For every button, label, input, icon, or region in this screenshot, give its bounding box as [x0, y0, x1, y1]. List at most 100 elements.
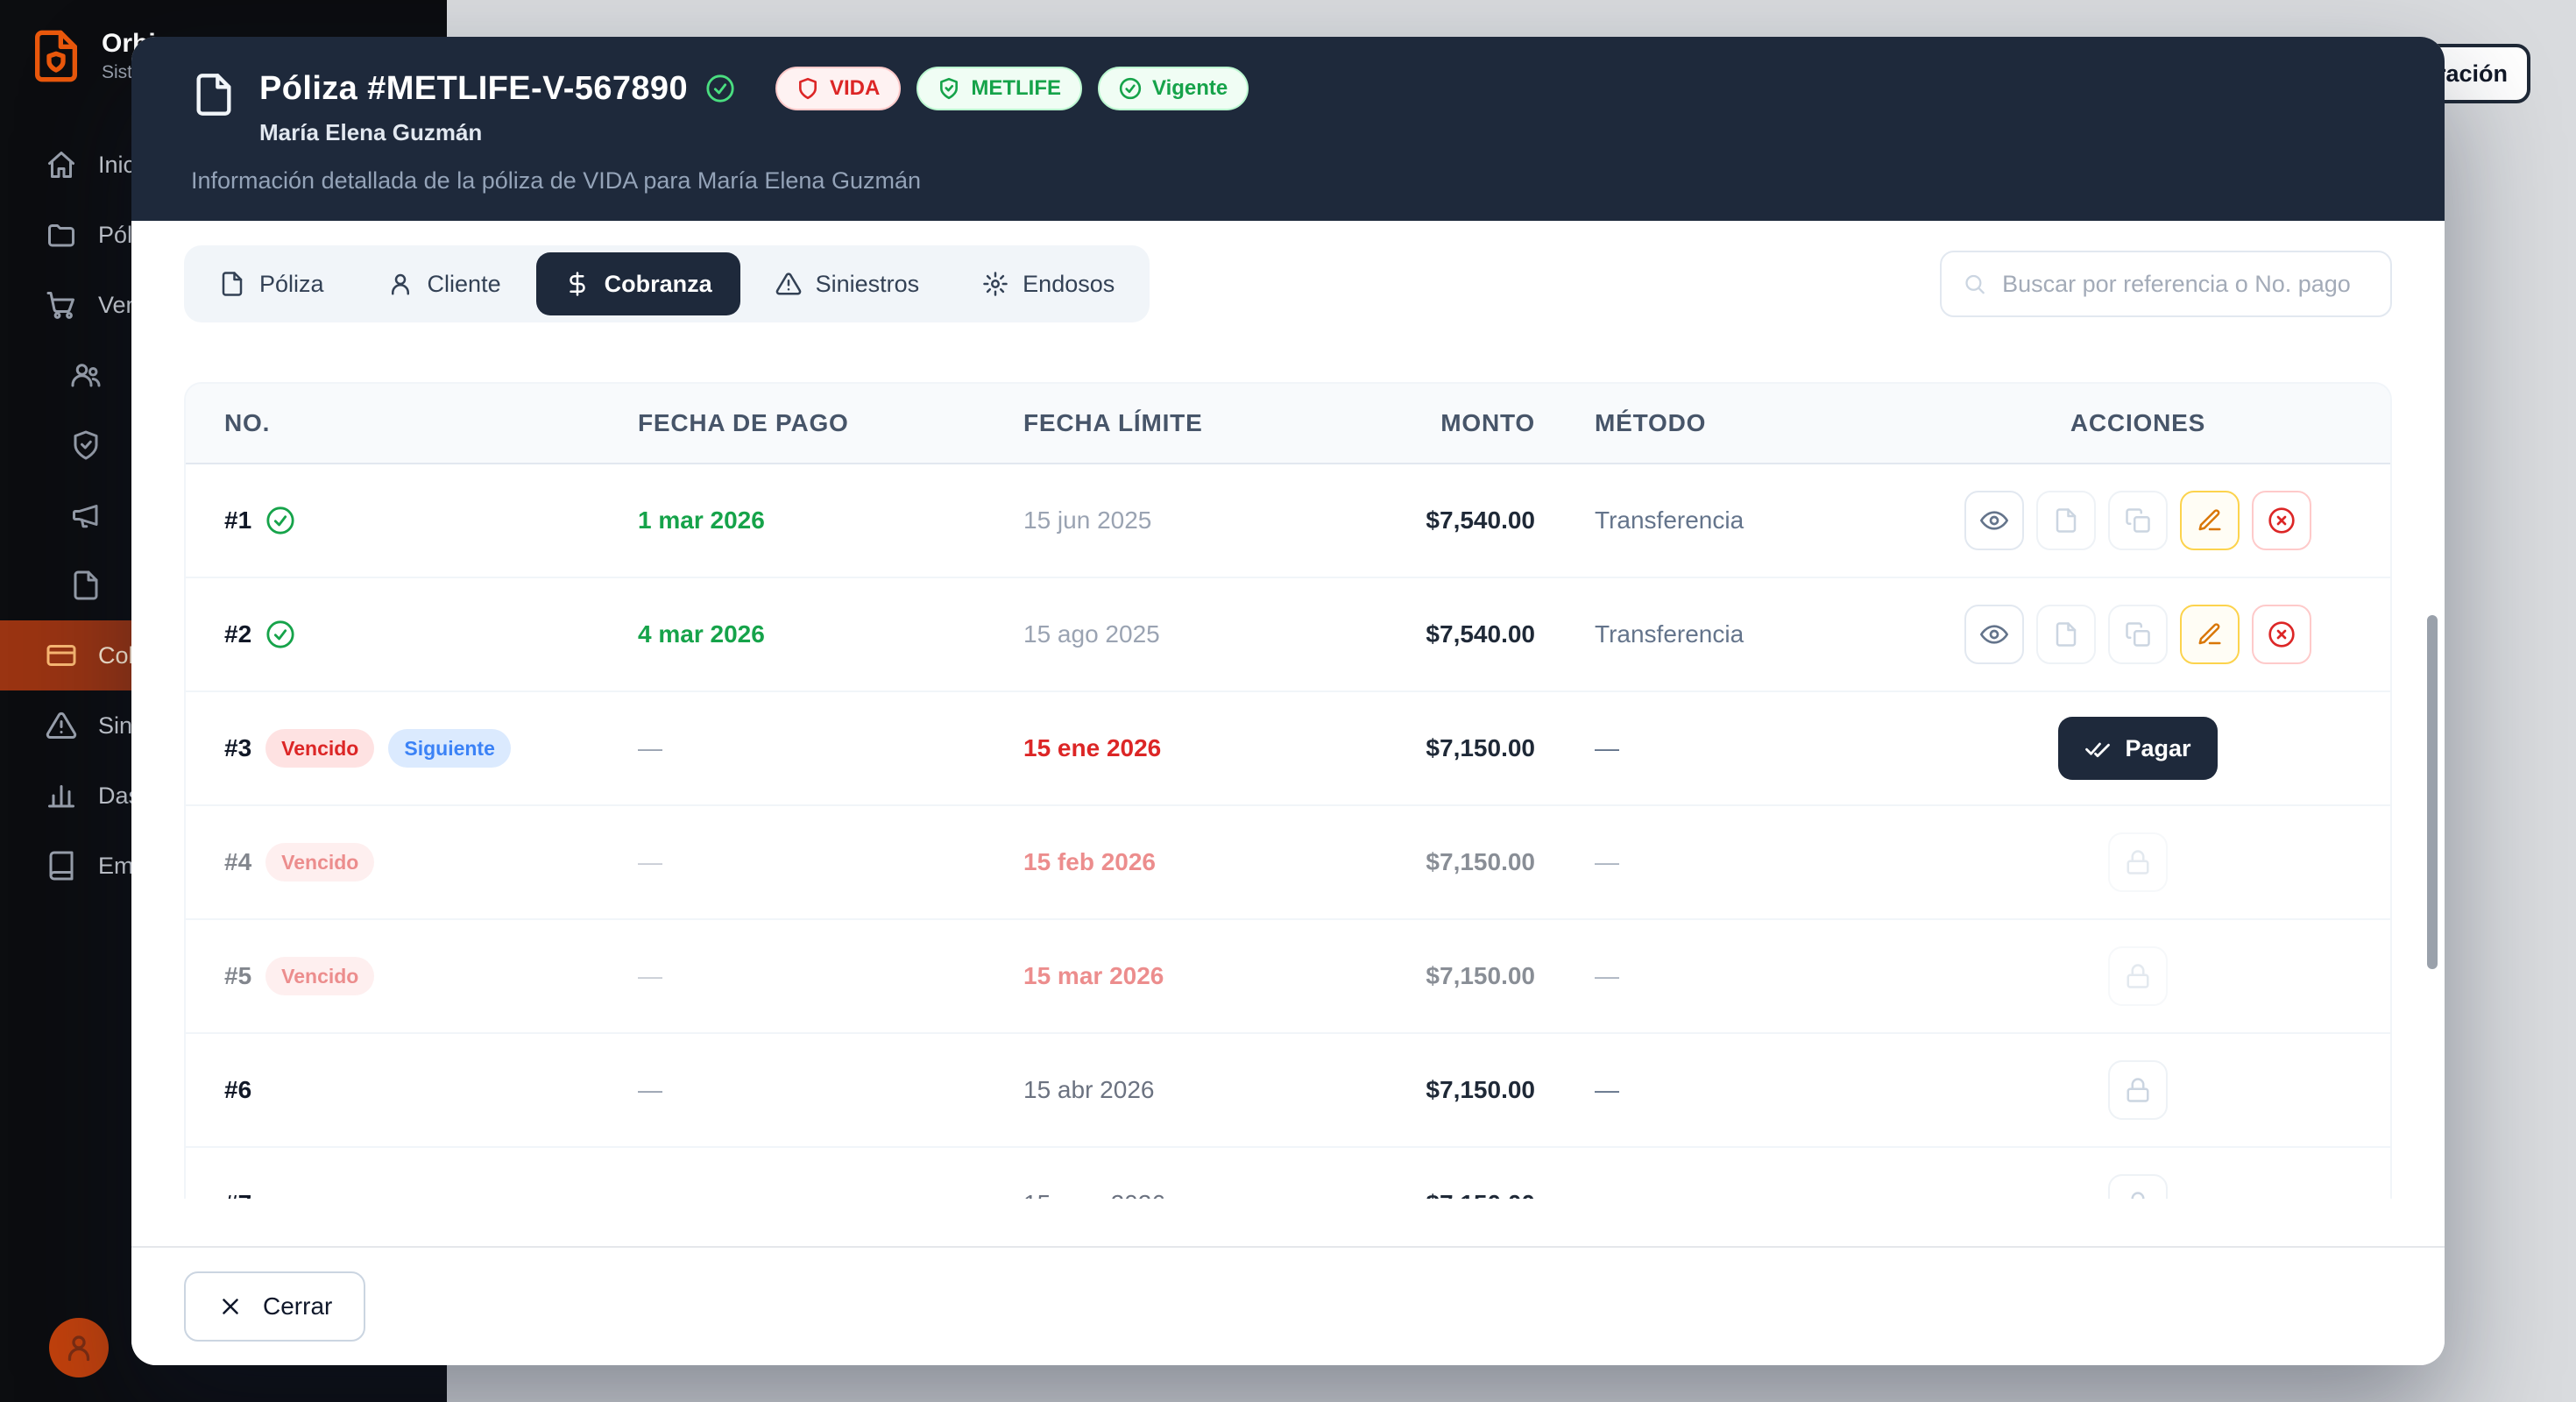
check-check-icon: [2085, 742, 2111, 758]
pagar-button[interactable]: Pagar: [2058, 717, 2218, 780]
tab-cliente[interactable]: Cliente: [359, 252, 529, 315]
payment-search[interactable]: [1940, 251, 2392, 317]
tab-cobranza[interactable]: Cobranza: [535, 252, 740, 315]
alert-triangle-icon: [775, 273, 801, 295]
vencido-badge: Vencido: [265, 843, 375, 882]
tab-poliza[interactable]: Póliza: [191, 252, 352, 315]
col-fecha-limite: FECHA LÍMITE: [1023, 409, 1203, 436]
fecha-pago: —: [638, 1076, 662, 1103]
payment-row: #7 — 15 may 2026 $7,150.00 —: [186, 1148, 2390, 1199]
metodo: —: [1595, 1076, 1619, 1103]
home-icon: [46, 149, 77, 181]
locked-payment-button[interactable]: [2108, 946, 2168, 1006]
book-icon: [46, 850, 77, 882]
x-circle-icon: [2268, 507, 2295, 534]
payment-row: #2 4 mar 2026 15 ago 2025 $7,540.00 Tran…: [186, 578, 2390, 692]
metodo: Transferencia: [1595, 620, 1744, 648]
payment-number: #7: [224, 1190, 251, 1199]
monto: $7,150.00: [1426, 734, 1535, 761]
cancel-payment-button[interactable]: [2252, 491, 2311, 550]
locked-payment-button[interactable]: [2108, 1060, 2168, 1120]
eye-icon: [1980, 511, 2008, 530]
file-icon: [2056, 508, 2077, 533]
monto: $7,150.00: [1426, 1190, 1535, 1199]
view-payment-button[interactable]: [1964, 491, 2024, 550]
payment-row: #1 1 mar 2026 15 jun 2025 $7,540.00 Tran…: [186, 464, 2390, 578]
duplicate-button[interactable]: [2108, 491, 2168, 550]
shield-check-icon: [940, 77, 959, 100]
search-icon: [1965, 274, 1985, 294]
payment-row: #5 Vencido — 15 mar 2026 $7,150.00 —: [186, 920, 2390, 1034]
close-modal-button[interactable]: Cerrar: [184, 1271, 366, 1342]
monto: $7,150.00: [1426, 1076, 1535, 1103]
payment-number: #3: [224, 734, 252, 761]
monto: $7,540.00: [1426, 620, 1535, 648]
check-circle-icon: [1119, 77, 1142, 100]
shield-icon: [799, 77, 817, 100]
metodo: —: [1595, 1190, 1619, 1199]
cancel-payment-button[interactable]: [2252, 605, 2311, 664]
payment-row: #3 Vencido Siguiente — 15 ene 2026 $7,15…: [186, 692, 2390, 806]
megaphone-icon: [70, 499, 102, 531]
gear-icon: [983, 272, 1008, 296]
lock-icon: [2127, 850, 2149, 874]
metodo: —: [1595, 962, 1619, 989]
paid-check-icon: [265, 620, 295, 649]
col-no: NO.: [224, 409, 271, 436]
modal-scrollbar-thumb[interactable]: [2427, 615, 2438, 969]
policy-detail-modal: Póliza #METLIFE-V-567890 VIDA METLIFE: [131, 37, 2445, 1365]
lock-icon: [2131, 1192, 2145, 1199]
col-acciones: ACCIONES: [2070, 409, 2206, 436]
edit-payment-button[interactable]: [2180, 491, 2240, 550]
file-icon: [2056, 622, 2077, 647]
payment-number: #6: [224, 1076, 252, 1103]
payment-number: #4: [224, 848, 252, 875]
sidebar-item-campanas[interactable]: [0, 480, 447, 550]
metodo: —: [1595, 848, 1619, 875]
sidebar-item-clientes[interactable]: [0, 340, 447, 410]
locked-payment-button[interactable]: [2108, 832, 2168, 892]
fecha-limite: 15 ago 2025: [1023, 620, 1160, 648]
payment-number: #5: [224, 962, 252, 989]
fecha-limite: 15 ene 2026: [1023, 734, 1162, 761]
tab-endosos[interactable]: Endosos: [954, 252, 1143, 315]
sidebar-item-documentos[interactable]: [0, 550, 447, 620]
policy-type-badge: VIDA: [775, 67, 902, 110]
receipt-button[interactable]: [2036, 491, 2096, 550]
file-icon: [222, 272, 243, 296]
paid-check-icon: [265, 506, 295, 535]
client-name: María Elena Guzmán: [259, 119, 483, 145]
status-badge: Vigente: [1098, 67, 1249, 110]
modal-tabs: Póliza Cliente Cobranza Siniestros Endos…: [184, 245, 1150, 322]
locked-payment-button[interactable]: [2108, 1174, 2168, 1199]
lock-icon: [2127, 964, 2149, 988]
cart-icon: [46, 289, 77, 321]
search-input[interactable]: [2002, 270, 2369, 298]
policy-document-icon: [191, 72, 237, 146]
receipt-button[interactable]: [2036, 605, 2096, 664]
shield-icon: [70, 429, 102, 461]
user-icon: [67, 1335, 90, 1362]
view-payment-button[interactable]: [1964, 605, 2024, 664]
modal-header: Póliza #METLIFE-V-567890 VIDA METLIFE: [131, 37, 2445, 221]
sidebar-item-seguros[interactable]: [0, 410, 447, 480]
duplicate-button[interactable]: [2108, 605, 2168, 664]
users-icon: [70, 359, 102, 391]
col-monto: MONTO: [1440, 409, 1535, 436]
app-logo-icon: [28, 28, 84, 84]
user-avatar[interactable]: [49, 1318, 109, 1377]
alert-triangle-icon: [46, 710, 77, 741]
metodo: —: [1595, 734, 1619, 761]
pencil-icon: [2198, 509, 2221, 531]
tab-siniestros[interactable]: Siniestros: [747, 252, 948, 315]
modal-title: Póliza #METLIFE-V-567890: [259, 69, 688, 107]
fecha-limite: 15 may 2026: [1023, 1190, 1165, 1199]
fecha-limite: 15 jun 2025: [1023, 506, 1152, 534]
payment-number: #1: [224, 506, 252, 534]
dollar-icon: [569, 272, 585, 296]
edit-payment-button[interactable]: [2180, 605, 2240, 664]
copy-icon: [2126, 622, 2150, 647]
user-icon: [391, 273, 409, 295]
monto: $7,150.00: [1426, 962, 1535, 989]
col-fecha-pago: FECHA DE PAGO: [638, 409, 849, 436]
